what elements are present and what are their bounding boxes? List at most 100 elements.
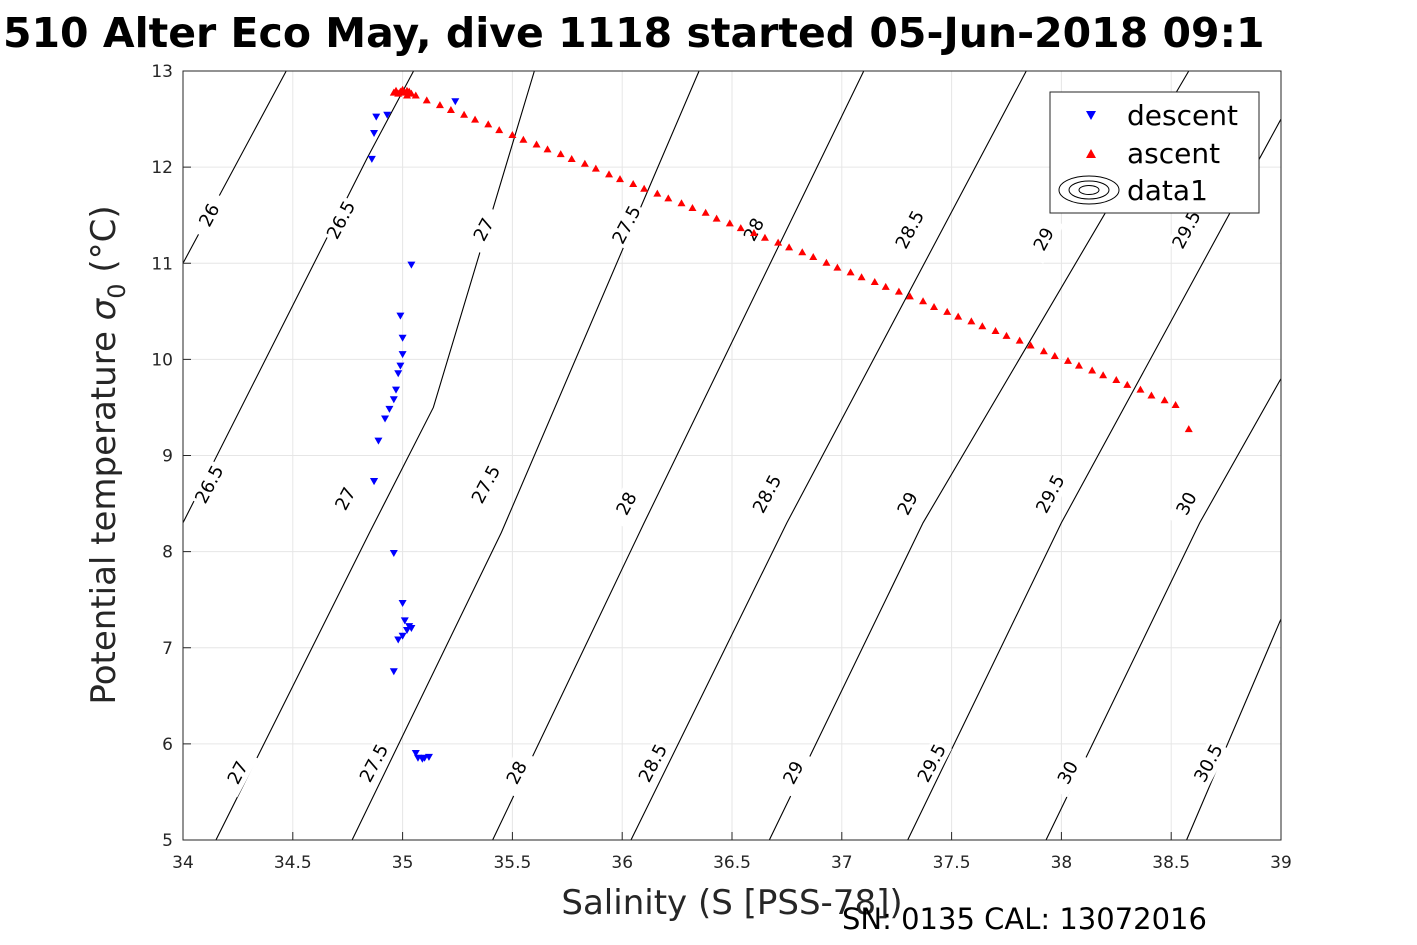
descent-point bbox=[424, 753, 433, 761]
descent-point bbox=[370, 129, 379, 137]
y-axis-label: Potential temperature σ0 (°C) bbox=[84, 205, 131, 704]
descent-point bbox=[389, 550, 398, 558]
y-axis-ticks: 5 6 7 8 9 10 11 12 13 bbox=[151, 62, 191, 851]
ascent-point bbox=[1015, 336, 1024, 344]
y-tick-label: 8 bbox=[162, 543, 173, 563]
isopycnal-label-bg bbox=[773, 748, 814, 798]
descent-point bbox=[394, 636, 403, 644]
legend-box bbox=[1049, 91, 1260, 214]
descent-point bbox=[392, 386, 401, 394]
y-axis-label-sigma: σ bbox=[84, 297, 124, 320]
legend-descent-marker bbox=[1086, 111, 1096, 120]
isopycnal-line bbox=[492, 70, 865, 841]
ascent-point bbox=[1136, 385, 1145, 393]
ascent-series bbox=[389, 85, 1193, 433]
chart-title: 510 Alter Eco May, dive 1118 started 05-… bbox=[3, 9, 1265, 57]
ascent-point bbox=[532, 140, 541, 148]
x-tick-label: 35 bbox=[392, 853, 414, 873]
isopycnal-line bbox=[630, 70, 1027, 841]
ascent-point bbox=[785, 243, 794, 251]
isopycnal-line bbox=[1186, 618, 1282, 841]
legend: descent ascent data1 bbox=[1049, 91, 1260, 214]
descent-point bbox=[398, 334, 407, 342]
descent-point bbox=[398, 632, 407, 640]
isopycnal-label-bg bbox=[911, 738, 952, 788]
descent-point bbox=[396, 312, 405, 320]
footer-serial-cal: SN: 0135 CAL: 13072016 bbox=[842, 902, 1207, 936]
descent-point bbox=[411, 749, 420, 757]
ascent-point bbox=[556, 150, 565, 158]
ascent-point bbox=[616, 175, 625, 183]
isopycnal-label-bg bbox=[217, 748, 258, 798]
legend-ascent-marker bbox=[1086, 149, 1096, 158]
ascent-point bbox=[1050, 352, 1059, 360]
descent-point bbox=[402, 626, 411, 634]
ascent-point bbox=[580, 159, 589, 167]
isopycnal-line bbox=[1045, 378, 1282, 841]
descent-point bbox=[381, 415, 390, 423]
ascent-point bbox=[402, 91, 411, 99]
descent-point bbox=[451, 98, 460, 106]
descent-point bbox=[396, 362, 405, 370]
ascent-point bbox=[798, 248, 807, 256]
legend-data1-label: data1 bbox=[1127, 174, 1208, 207]
descent-point bbox=[400, 617, 409, 625]
ascent-point bbox=[760, 233, 769, 241]
ascent-point bbox=[1088, 366, 1097, 374]
ascent-point bbox=[1039, 347, 1048, 355]
ascent-point bbox=[1184, 425, 1193, 433]
y-tick-label: 5 bbox=[162, 831, 173, 851]
isopycnal-label-bg bbox=[1188, 738, 1229, 788]
ascent-point bbox=[508, 130, 517, 138]
ascent-point bbox=[605, 170, 614, 178]
isopycnal-label-bg bbox=[606, 200, 647, 250]
x-tick-label: 38.5 bbox=[1152, 853, 1190, 873]
ascent-point bbox=[1099, 371, 1108, 379]
ascent-point bbox=[1063, 356, 1072, 364]
isopycnal-label-bg bbox=[1023, 214, 1064, 264]
isopycnal-label-bg bbox=[606, 478, 647, 529]
x-tick-label: 34 bbox=[172, 853, 194, 873]
ascent-point bbox=[919, 297, 928, 305]
isopycnal-label-bg bbox=[1047, 748, 1089, 798]
ascent-point bbox=[471, 115, 480, 123]
isopycnal-line bbox=[907, 118, 1282, 841]
ascent-point bbox=[653, 189, 662, 197]
ascent-point bbox=[495, 126, 504, 134]
isopycnal-label-bg bbox=[1166, 205, 1207, 255]
isopycnal-label-bg bbox=[496, 748, 537, 798]
isopycnal-label-bg bbox=[189, 190, 230, 240]
ascent-point bbox=[736, 224, 745, 232]
isopycnal-label-bg bbox=[1166, 478, 1207, 529]
ascent-point bbox=[1123, 380, 1132, 388]
ascent-point bbox=[822, 258, 831, 266]
ascent-point bbox=[894, 287, 903, 295]
descent-point bbox=[394, 370, 403, 378]
x-tick-label: 37 bbox=[831, 853, 853, 873]
ascent-point bbox=[954, 312, 963, 320]
y-axis-label-main: Potential temperature bbox=[84, 320, 124, 704]
x-tick-label: 37.5 bbox=[933, 853, 971, 873]
x-tick-label: 38 bbox=[1051, 853, 1073, 873]
ascent-point bbox=[1112, 376, 1121, 384]
ascent-point bbox=[701, 208, 710, 216]
y-tick-label: 9 bbox=[162, 447, 173, 467]
ascent-point bbox=[870, 278, 879, 286]
x-tick-label: 36 bbox=[611, 853, 633, 873]
descent-point bbox=[372, 113, 381, 121]
ascent-point bbox=[446, 105, 455, 113]
ascent-point bbox=[930, 303, 939, 311]
ascent-point bbox=[1074, 361, 1083, 369]
ascent-point bbox=[943, 307, 952, 315]
descent-point bbox=[367, 155, 376, 163]
isopycnal-label-bg bbox=[321, 195, 362, 245]
ascent-point bbox=[967, 317, 976, 325]
ascent-point bbox=[978, 322, 987, 330]
ascent-point bbox=[664, 194, 673, 202]
ascent-point bbox=[846, 268, 855, 276]
ascent-point bbox=[677, 199, 686, 207]
descent-point bbox=[398, 351, 407, 359]
ascent-point bbox=[543, 145, 552, 153]
y-axis-label-unit: (°C) bbox=[84, 205, 124, 283]
